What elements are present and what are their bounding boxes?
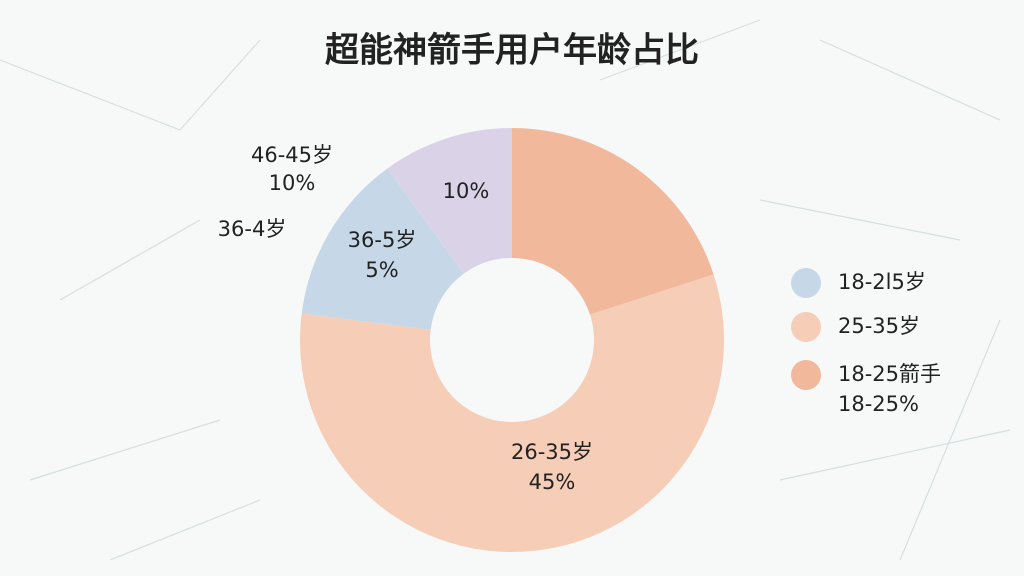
slice-label: 36-5岁 (348, 228, 417, 252)
slice-label: 26-35岁 (511, 440, 593, 464)
legend-swatch (791, 312, 821, 342)
donut-slice (387, 128, 512, 274)
outer-label: 10% (269, 171, 316, 195)
background-network (0, 19, 1011, 561)
legend-label: 18-25% (838, 392, 919, 416)
outer-label: 36-4岁 (218, 217, 287, 241)
legend-label: 18-2l5岁 (838, 270, 926, 294)
legend-swatch (791, 268, 821, 298)
donut-slice (301, 168, 464, 330)
slice-label: 10% (443, 179, 490, 203)
donut-slice (512, 128, 714, 315)
outer-label: 46-45岁 (251, 143, 333, 167)
legend-label: 25-35岁 (838, 314, 920, 338)
slice-label: 5% (365, 258, 398, 282)
slice-label: 45% (529, 470, 576, 494)
legend-label: 18-25箭手 (838, 362, 941, 386)
donut-slice (300, 274, 724, 552)
chart-title: 超能神箭手用户年龄占比 (325, 31, 699, 71)
legend-swatch (791, 360, 821, 390)
